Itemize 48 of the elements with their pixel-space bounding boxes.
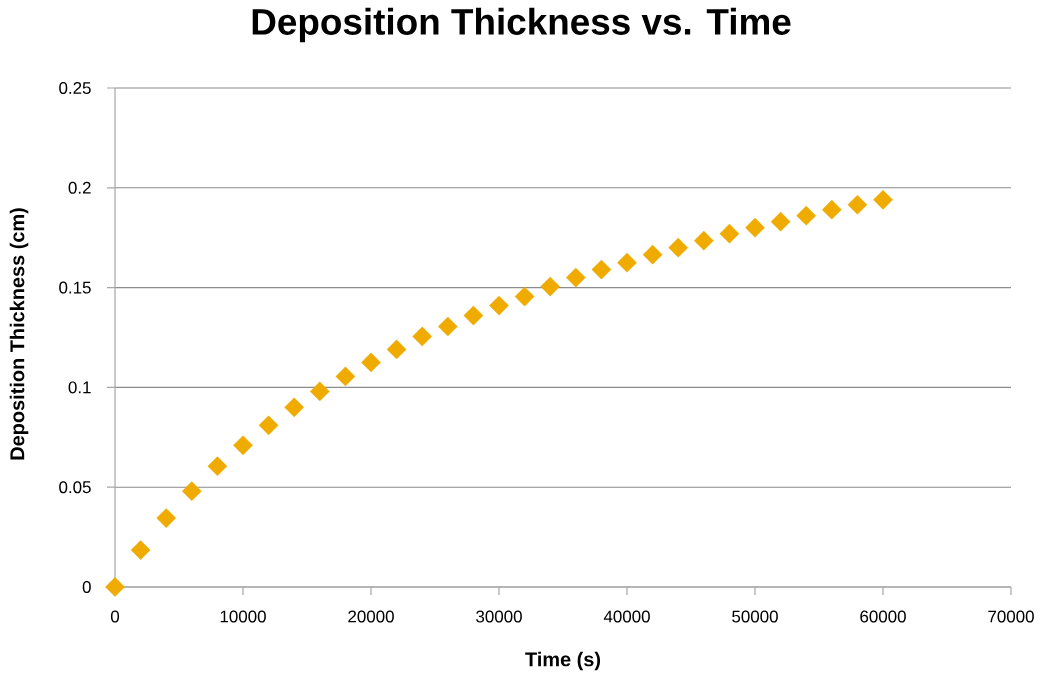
- point: [642, 244, 663, 265]
- x-tick-label: 50000: [732, 610, 778, 623]
- point: [821, 199, 842, 220]
- point: [386, 339, 407, 360]
- point: [514, 286, 535, 307]
- point: [412, 326, 433, 347]
- point: [668, 237, 689, 258]
- y-tick-label: 0: [82, 580, 91, 593]
- x-tick-label: 10000: [220, 610, 266, 623]
- x-tick-label: 0: [110, 610, 120, 623]
- point: [745, 217, 765, 238]
- point: [565, 267, 586, 288]
- point: [361, 352, 381, 373]
- point: [105, 577, 125, 597]
- x-tick-label: 40000: [603, 610, 650, 623]
- y-tick-label: 0.15: [59, 281, 91, 294]
- x-tick-label: 70000: [988, 610, 1034, 623]
- point: [693, 230, 714, 251]
- point: [540, 276, 561, 297]
- point: [207, 456, 228, 477]
- point: [719, 223, 740, 244]
- point: [437, 316, 458, 337]
- point: [258, 415, 279, 436]
- point: [156, 508, 177, 528]
- point: [796, 205, 817, 226]
- y-tick-label: 0.2: [68, 181, 91, 194]
- point: [284, 397, 305, 418]
- y-axis-title: Deposition Thickness (cm): [9, 208, 29, 460]
- point: [617, 252, 637, 273]
- x-tick-label: 60000: [860, 610, 906, 623]
- chart-title: Deposition Thickness vs. Time: [252, 7, 791, 43]
- point: [309, 381, 330, 402]
- y-tick-label: 0.1: [68, 381, 91, 394]
- y-tick-label: 0.05: [59, 481, 91, 494]
- y-tick-label: 0.25: [59, 81, 91, 94]
- point: [489, 295, 509, 316]
- point: [591, 259, 612, 280]
- x-axis-title: Time (s): [525, 651, 601, 671]
- point: [847, 194, 868, 215]
- point: [463, 305, 484, 326]
- point: [181, 481, 202, 501]
- point: [233, 435, 253, 456]
- x-tick-label: 30000: [476, 610, 522, 623]
- point: [335, 366, 356, 387]
- point: [130, 540, 151, 560]
- point: [873, 189, 893, 210]
- point: [770, 211, 791, 232]
- x-tick-label: 20000: [348, 610, 394, 623]
